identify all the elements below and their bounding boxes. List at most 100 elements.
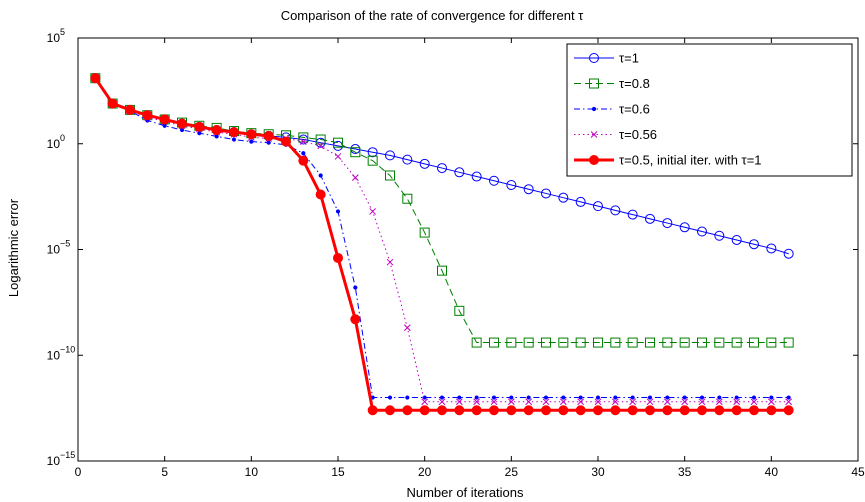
legend-label: τ=0.8 bbox=[619, 76, 650, 91]
data-point bbox=[489, 337, 499, 348]
data-point bbox=[142, 110, 153, 121]
legend-entry: τ=0.6 bbox=[574, 102, 650, 117]
data-point bbox=[749, 239, 759, 250]
legend-box bbox=[566, 43, 853, 177]
data-point bbox=[698, 398, 706, 406]
y-tick-exponent: 0 bbox=[60, 133, 65, 143]
data-point bbox=[299, 138, 307, 145]
data-point bbox=[419, 405, 430, 416]
data-point bbox=[369, 208, 377, 215]
data-point bbox=[594, 398, 602, 406]
data-point bbox=[333, 137, 343, 148]
data-point bbox=[231, 137, 237, 142]
data-point-stroke bbox=[525, 398, 533, 406]
y-tick-label: 10 5 bbox=[47, 27, 65, 45]
data-point bbox=[489, 405, 499, 416]
legend-label: τ=0.56 bbox=[619, 127, 657, 142]
data-point bbox=[454, 167, 465, 178]
data-point bbox=[783, 337, 794, 348]
data-point-stroke bbox=[334, 153, 342, 160]
data-point bbox=[301, 151, 306, 156]
data-point bbox=[177, 118, 187, 129]
data-point bbox=[159, 114, 170, 125]
data-point bbox=[785, 398, 793, 406]
data-point bbox=[733, 398, 741, 406]
data-point bbox=[506, 179, 517, 190]
data-point bbox=[351, 174, 359, 181]
data-point bbox=[525, 398, 533, 406]
y-tick-base: 10 bbox=[47, 137, 61, 151]
data-point bbox=[387, 395, 393, 400]
series-5 bbox=[90, 73, 794, 416]
data-point bbox=[439, 395, 445, 400]
data-point bbox=[402, 193, 413, 204]
data-point-stroke bbox=[629, 398, 637, 406]
data-point bbox=[679, 337, 690, 348]
legend-entry: τ=0.56 bbox=[574, 127, 657, 142]
y-tick-exponent: −5 bbox=[60, 239, 70, 249]
data-point bbox=[471, 171, 482, 182]
data-point bbox=[281, 136, 291, 147]
data-point bbox=[577, 398, 585, 406]
data-point bbox=[471, 405, 482, 416]
data-point bbox=[593, 201, 603, 212]
data-point bbox=[749, 337, 759, 348]
data-point-stroke bbox=[594, 398, 602, 406]
data-point bbox=[662, 218, 673, 229]
data-point bbox=[591, 106, 597, 112]
data-point bbox=[751, 395, 757, 400]
data-point-stroke bbox=[577, 398, 585, 406]
data-point-stroke bbox=[369, 208, 377, 215]
data-point-stroke bbox=[438, 398, 446, 406]
data-point bbox=[298, 155, 309, 166]
data-point bbox=[558, 405, 569, 416]
data-point bbox=[353, 285, 358, 290]
y-tick-base: 10 bbox=[47, 31, 61, 45]
data-point bbox=[318, 173, 323, 178]
y-tick-label: 10 0 bbox=[47, 133, 65, 151]
data-point bbox=[315, 134, 326, 145]
data-point-stroke bbox=[403, 324, 411, 332]
data-point bbox=[610, 337, 621, 348]
data-point bbox=[610, 405, 621, 416]
data-point bbox=[350, 314, 361, 325]
y-tick-exponent: 5 bbox=[60, 27, 65, 37]
legend-label: τ=0.5, initial iter. with τ=1 bbox=[619, 153, 762, 168]
data-point bbox=[246, 129, 257, 140]
data-point bbox=[645, 337, 655, 348]
data-point bbox=[507, 398, 515, 406]
data-point bbox=[665, 395, 670, 400]
legend: τ=1 τ=0.8 τ=0.6 τ=0.56 τ=0.5, initial iter. … bbox=[566, 43, 853, 177]
data-point bbox=[714, 405, 725, 416]
data-point bbox=[749, 405, 759, 416]
data-point bbox=[593, 337, 603, 348]
series-line bbox=[94, 77, 789, 344]
data-point bbox=[558, 192, 569, 203]
x-tick-label: 30 bbox=[591, 465, 605, 479]
data-point-stroke bbox=[455, 398, 463, 406]
data-point bbox=[457, 395, 462, 400]
legend-label: τ=1 bbox=[619, 51, 639, 66]
data-point bbox=[490, 398, 498, 406]
data-point bbox=[627, 405, 638, 416]
data-point bbox=[783, 248, 794, 259]
data-point bbox=[526, 395, 531, 400]
data-point bbox=[559, 398, 567, 406]
data-point bbox=[194, 121, 205, 132]
data-point bbox=[489, 175, 499, 186]
data-point bbox=[509, 395, 514, 400]
data-point bbox=[630, 395, 635, 400]
data-point bbox=[699, 395, 705, 400]
data-point bbox=[405, 395, 410, 400]
data-point bbox=[317, 142, 325, 150]
data-point bbox=[385, 170, 395, 181]
data-point bbox=[629, 398, 637, 406]
y-axis-label: Logarithmic error bbox=[6, 198, 21, 297]
data-point bbox=[249, 139, 254, 144]
data-point bbox=[645, 405, 655, 416]
x-tick-label: 40 bbox=[765, 465, 779, 479]
data-point bbox=[214, 134, 219, 139]
data-point bbox=[595, 395, 601, 400]
data-point-stroke bbox=[542, 398, 550, 406]
data-point bbox=[162, 123, 167, 128]
